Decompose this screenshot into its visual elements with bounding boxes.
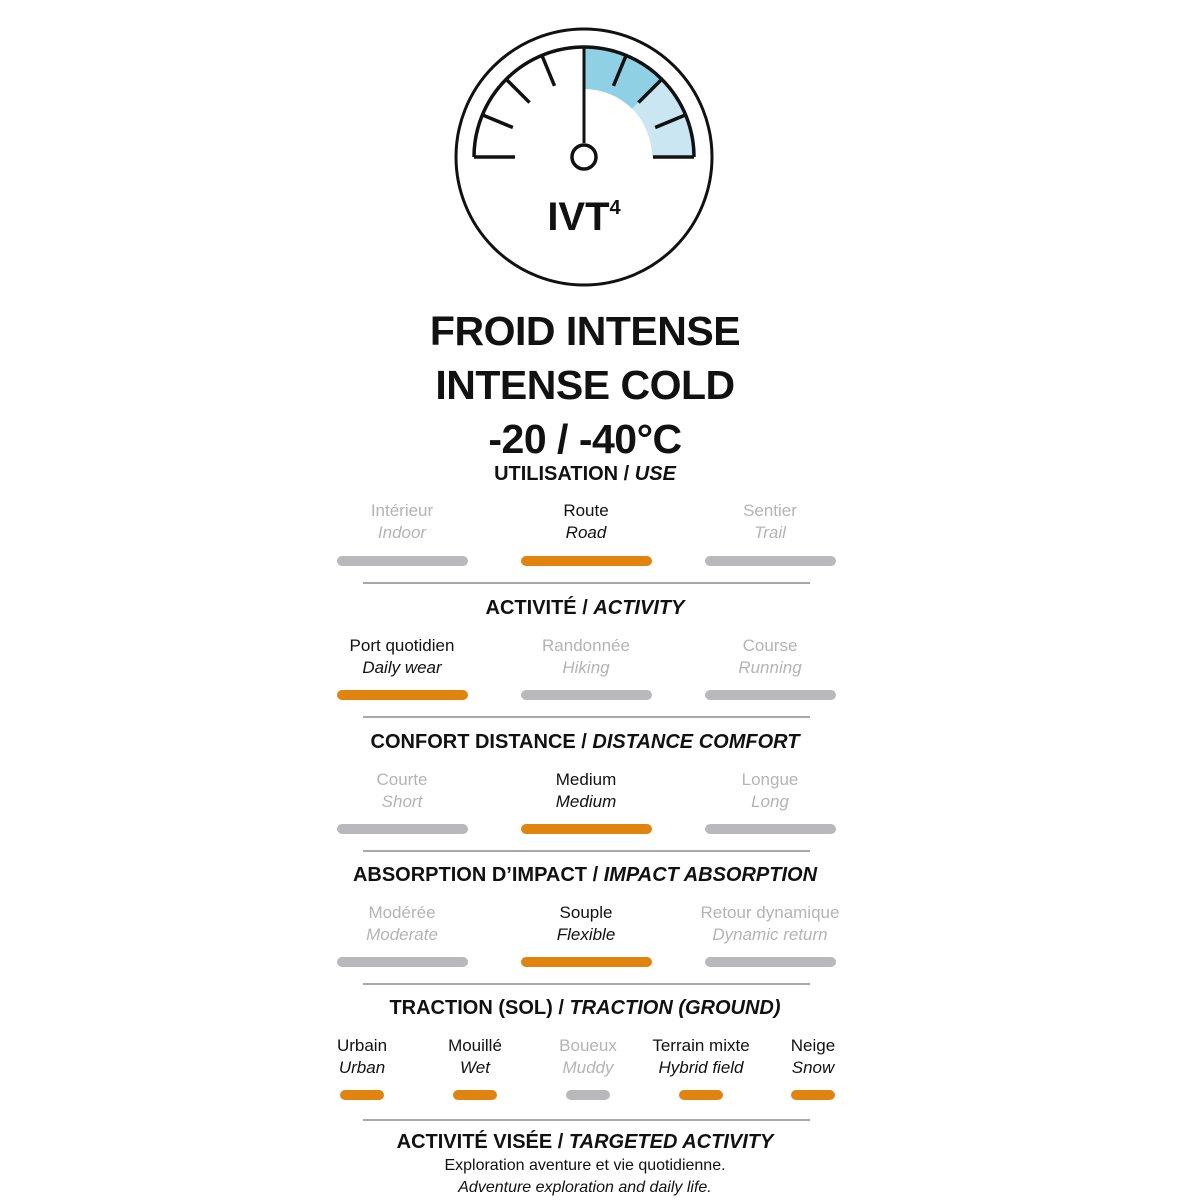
- option-label-fr: Course: [742, 636, 798, 655]
- inactive-indicator-bar: [704, 957, 836, 967]
- active-indicator-bar: [453, 1090, 497, 1100]
- option-medium: Medium Medium: [476, 769, 696, 813]
- option-label-en: Hybrid field: [658, 1058, 744, 1077]
- target-title: ACTIVITÉ VISÉE / TARGETED ACTIVITY: [396, 1131, 774, 1153]
- gauge-hub: [570, 143, 598, 171]
- option-daily-wear: Port quotidien Daily wear: [292, 635, 512, 679]
- gauge-arc: [472, 45, 696, 158]
- option-label-en: Dynamic return: [712, 925, 828, 944]
- section-divider: [363, 983, 810, 985]
- inactive-indicator-bar: [336, 556, 468, 566]
- option-label-en: Snow: [791, 1058, 835, 1077]
- section-title: CONFORT DISTANCE / DISTANCE COMFORT: [370, 731, 800, 753]
- option-label-fr: Boueux: [559, 1036, 617, 1055]
- target-desc-fr: Exploration aventure et vie quotidienne.: [444, 1157, 726, 1174]
- option-label-en: Indoor: [377, 523, 427, 542]
- option-label-fr: Retour dynamique: [700, 903, 840, 922]
- option-label-fr: Randonnée: [542, 636, 630, 655]
- gauge-tick: [611, 54, 628, 87]
- target-desc-en: Adventure exploration and daily life.: [458, 1179, 712, 1196]
- section-divider: [363, 582, 810, 584]
- option-label-en: Running: [738, 658, 802, 677]
- section-title: UTILISATION / USE: [494, 463, 676, 485]
- option-label-en: Long: [751, 792, 789, 811]
- section-divider: [363, 716, 810, 718]
- option-label-en: Flexible: [556, 925, 616, 944]
- inactive-indicator-bar: [336, 957, 468, 967]
- gauge-cold-zone-light: [632, 79, 694, 157]
- option-label-fr: Souple: [559, 903, 613, 922]
- option-label-fr: Terrain mixte: [652, 1036, 750, 1055]
- option-label-en: Wet: [460, 1058, 490, 1077]
- option-label-fr: Courte: [376, 770, 428, 789]
- headline-en: INTENSE COLD: [435, 362, 735, 408]
- gauge-tick: [654, 113, 687, 130]
- option-wet: Mouillé Wet: [365, 1035, 585, 1079]
- section-divider: [363, 850, 810, 852]
- active-indicator-bar: [679, 1090, 723, 1100]
- option-moderate: Modérée Moderate: [292, 902, 512, 946]
- option-label-fr: Route: [563, 501, 609, 520]
- option-label-en: Daily wear: [362, 658, 442, 677]
- section-title: TRACTION (SOL) / TRACTION (GROUND): [389, 997, 781, 1019]
- option-dynamic-return: Retour dynamique Dynamic return: [660, 902, 880, 946]
- gauge-ticks: [474, 54, 694, 159]
- gauge-tick: [504, 77, 531, 104]
- section-divider: [363, 1119, 810, 1121]
- option-snow: Neige Snow: [703, 1035, 923, 1079]
- inactive-indicator-bar: [704, 824, 836, 834]
- active-indicator-bar: [340, 1090, 384, 1100]
- option-label-fr: Urbain: [336, 1036, 388, 1055]
- option-label-en: Moderate: [366, 925, 438, 944]
- inactive-indicator-bar: [520, 690, 652, 700]
- option-running: Course Running: [660, 635, 880, 679]
- option-label-fr: Mouillé: [448, 1036, 502, 1055]
- option-label-fr: Sentier: [743, 501, 797, 520]
- option-muddy: Boueux Muddy: [478, 1035, 698, 1079]
- option-label-fr: Modérée: [368, 903, 436, 922]
- active-indicator-bar: [520, 824, 652, 834]
- option-label-fr: Intérieur: [370, 501, 434, 520]
- option-label-en: Urban: [338, 1058, 386, 1077]
- active-indicator-bar: [791, 1090, 835, 1100]
- option-label-en: Medium: [555, 792, 617, 811]
- gauge-tick: [637, 77, 664, 104]
- gauge-tick: [540, 54, 557, 87]
- option-label-en: Short: [381, 792, 423, 811]
- option-hiking: Randonnée Hiking: [476, 635, 696, 679]
- option-label-fr: Longue: [741, 770, 799, 789]
- option-label-fr: Medium: [555, 770, 617, 789]
- inactive-indicator-bar: [566, 1090, 610, 1100]
- section-title: ABSORPTION D’IMPACT / IMPACT ABSORPTION: [352, 864, 818, 886]
- option-flexible: Souple Flexible: [476, 902, 696, 946]
- option-indoor: Intérieur Indoor: [292, 500, 512, 544]
- active-indicator-bar: [520, 556, 652, 566]
- option-label-fr: Port quotidien: [349, 636, 455, 655]
- section-title: ACTIVITÉ / ACTIVITY: [485, 597, 685, 619]
- thermometer-gauge-icon: IVT4: [454, 27, 714, 287]
- option-short: Courte Short: [292, 769, 512, 813]
- gauge-cold-zone-dark: [584, 47, 662, 109]
- active-indicator-bar: [336, 690, 468, 700]
- option-label-en: Muddy: [562, 1058, 614, 1077]
- option-label-en: Road: [565, 523, 607, 542]
- option-hybrid-field: Terrain mixte Hybrid field: [591, 1035, 811, 1079]
- option-trail: Sentier Trail: [660, 500, 880, 544]
- option-urban: Urbain Urban: [252, 1035, 472, 1079]
- inactive-indicator-bar: [704, 556, 836, 566]
- headline-fr: FROID INTENSE: [429, 308, 741, 354]
- option-label-en: Hiking: [562, 658, 610, 677]
- temperature-range: -20 / -40°C: [488, 416, 682, 462]
- active-indicator-bar: [520, 957, 652, 967]
- gauge-label: IVT4: [547, 195, 621, 239]
- inactive-indicator-bar: [704, 690, 836, 700]
- option-label-fr: Neige: [790, 1036, 836, 1055]
- gauge-tick: [481, 113, 514, 130]
- inactive-indicator-bar: [336, 824, 468, 834]
- option-long: Longue Long: [660, 769, 880, 813]
- option-label-en: Trail: [754, 523, 786, 542]
- option-road: Route Road: [476, 500, 696, 544]
